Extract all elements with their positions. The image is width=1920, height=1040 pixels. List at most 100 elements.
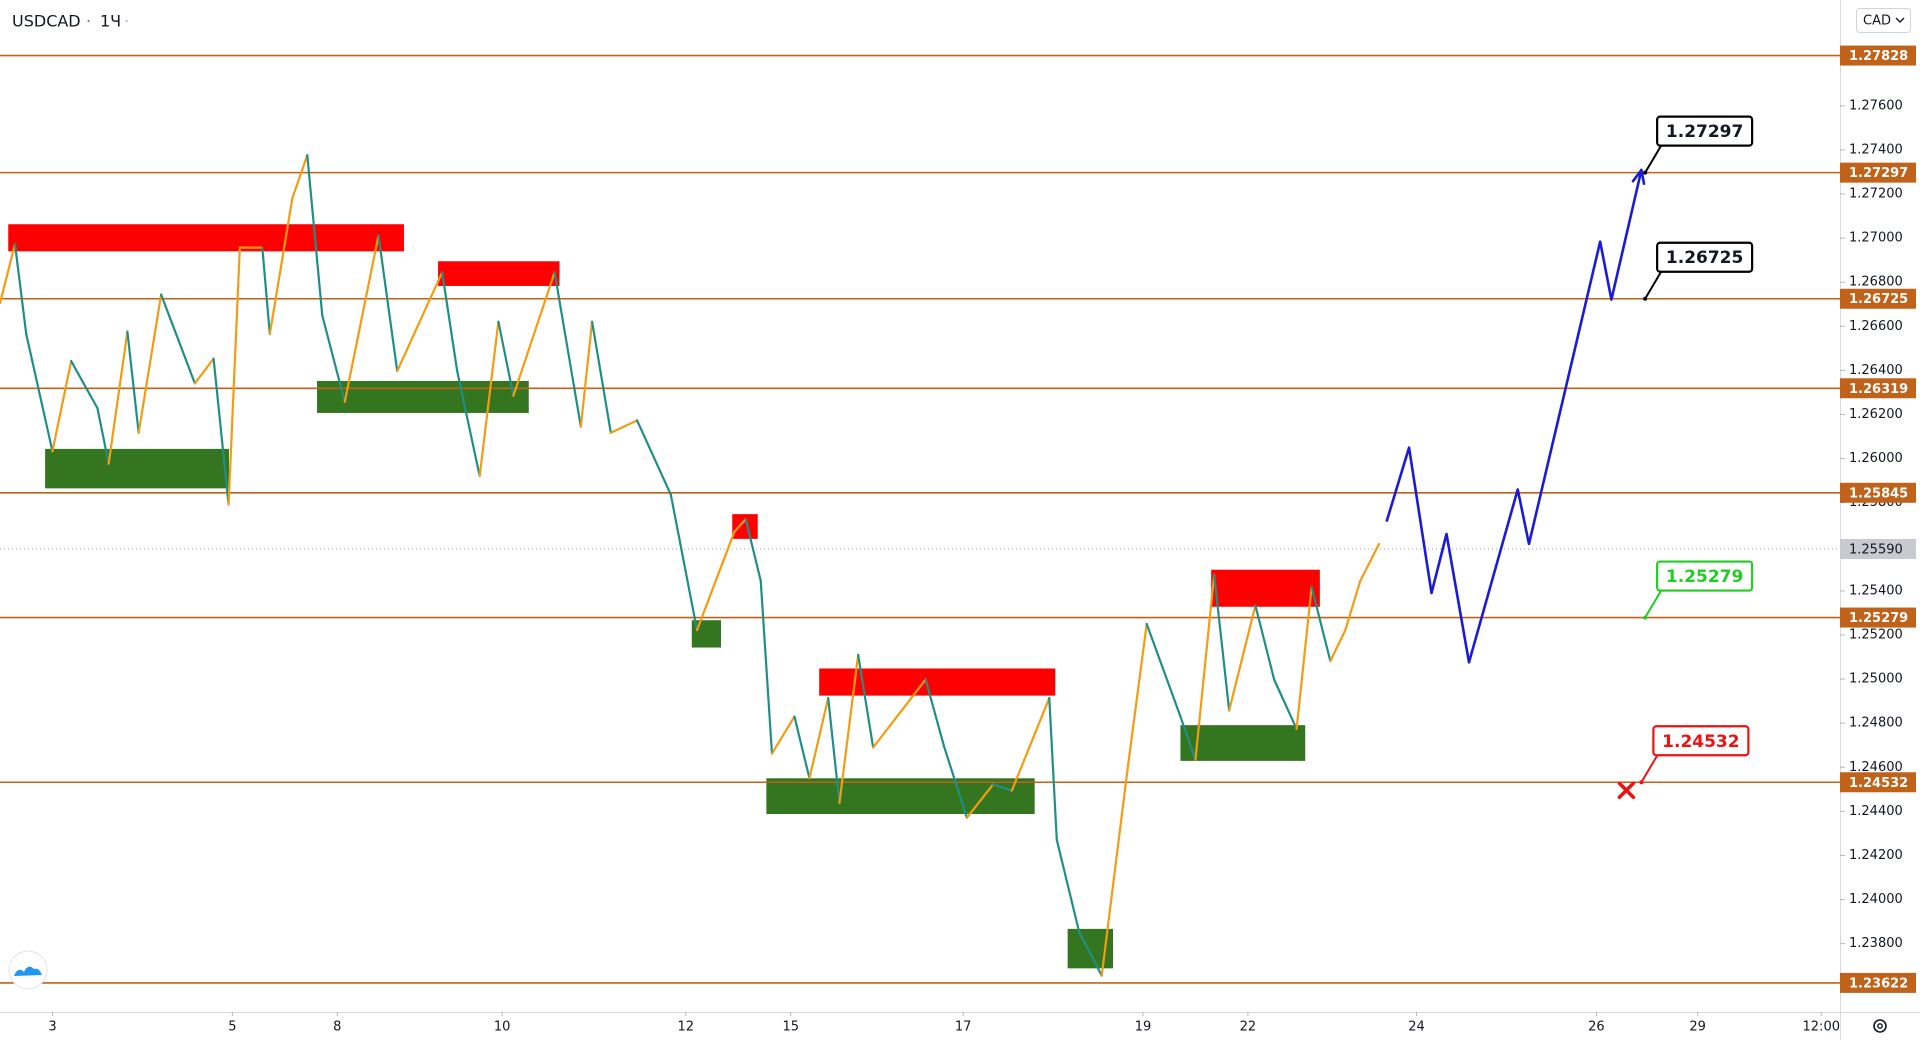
price-segment: [456, 369, 481, 478]
price-segment: [13, 242, 28, 336]
price-segment: [497, 320, 515, 397]
price-segment: [160, 293, 196, 385]
price-segment: [51, 360, 73, 453]
x-tick-label: 5: [228, 1020, 236, 1035]
level-label-bg: [1840, 972, 1916, 993]
level-label-bg: [1840, 45, 1916, 66]
dropdown-chevron: [1895, 17, 1905, 23]
price-segment: [579, 320, 594, 428]
price-segment: [1213, 573, 1231, 712]
price-segment: [107, 330, 129, 465]
price-segment: [137, 293, 163, 434]
price-segment: [343, 234, 380, 404]
callout-box: [1656, 115, 1754, 147]
price-segment: [1055, 838, 1081, 934]
currency-label: CAD: [1863, 14, 1891, 29]
forecast-arrowhead: [1631, 168, 1643, 183]
price-segment: [321, 314, 346, 404]
y-tick-label: 1.25200: [1849, 627, 1903, 642]
zone: [45, 448, 229, 489]
y-tick-label: 1.24600: [1849, 760, 1903, 775]
last-price-label-bg: [1840, 538, 1916, 559]
level-label-bg: [1840, 607, 1916, 628]
y-tick-label: 1.23800: [1849, 936, 1903, 951]
price-segment: [1194, 573, 1216, 761]
zone: [819, 668, 1056, 696]
price-segment: [872, 678, 927, 749]
level-label-bg: [1840, 482, 1916, 503]
level-label: 1.26319: [1849, 382, 1908, 397]
interval: 1Ч: [100, 12, 121, 31]
separator: ·: [124, 12, 129, 31]
y-tick-label: 1.26000: [1849, 451, 1903, 466]
price-segment: [291, 154, 309, 200]
price-segment: [770, 715, 796, 755]
x-tick-label: 10: [494, 1020, 511, 1035]
price-segment: [857, 653, 875, 749]
y-tick-label: 1.26600: [1849, 319, 1903, 334]
price-segment: [227, 246, 241, 506]
level-label-bg: [1840, 288, 1916, 309]
callout-label: 1.25279: [1666, 567, 1743, 587]
price-segment: [635, 419, 672, 496]
price-segment: [1126, 622, 1148, 768]
price-segment: [377, 234, 399, 373]
zone: [1211, 569, 1320, 607]
price-segment: [512, 271, 556, 397]
level-label: 1.27828: [1849, 49, 1908, 64]
level-label: 1.24532: [1849, 776, 1908, 791]
price-segment: [212, 357, 230, 506]
y-tick-label: 1.25400: [1849, 583, 1903, 598]
zone: [732, 514, 758, 539]
level-label-bg: [1840, 772, 1916, 793]
y-tick-label: 1.24200: [1849, 848, 1903, 863]
callout-label: 1.27297: [1666, 122, 1743, 142]
price-segment: [965, 783, 995, 819]
y-tick-label: 1.27400: [1849, 142, 1903, 157]
callout-pointer: [1644, 271, 1662, 300]
price-segment: [553, 271, 582, 428]
callout-box: [1656, 560, 1754, 592]
price-segment: [1228, 604, 1257, 712]
x-tick-label: 12:00: [1803, 1020, 1840, 1035]
price-segment: [1329, 629, 1347, 663]
price-segment: [991, 783, 1013, 792]
level-label: 1.23622: [1849, 976, 1908, 991]
price-segment: [396, 271, 444, 373]
price-segment: [838, 653, 860, 805]
price-segment: [261, 246, 271, 336]
price-segment: [1048, 696, 1058, 841]
x-tick-label: 15: [782, 1020, 799, 1035]
price-segment: [924, 678, 946, 749]
currency-button[interactable]: [1856, 8, 1911, 33]
callout-pointer: [1644, 590, 1662, 619]
zone: [317, 380, 529, 413]
price-segment: [25, 332, 54, 453]
separator: ·: [86, 12, 91, 31]
x-tick-label: 22: [1240, 1020, 1257, 1035]
price-segment: [609, 419, 639, 434]
price-segment: [126, 330, 140, 434]
price-segment: [268, 197, 294, 336]
logo: [8, 950, 48, 990]
price-segment: [827, 696, 841, 805]
callout-label: 1.24532: [1662, 732, 1739, 752]
callout-anchor: [1643, 615, 1648, 620]
price-segment: [70, 360, 99, 410]
price-segment: [1179, 715, 1197, 761]
settings-icon[interactable]: [1873, 1019, 1887, 1033]
y-tick-label: 1.27200: [1849, 187, 1903, 202]
callout-pointer: [1640, 754, 1659, 783]
x-tick-label: 19: [1135, 1020, 1152, 1035]
callout-anchor: [1643, 170, 1648, 175]
price-segment: [1310, 585, 1332, 663]
callout-pointer: [1644, 145, 1662, 174]
callout-box: [1652, 725, 1750, 757]
level-label: 1.27297: [1849, 166, 1908, 181]
price-segment: [1010, 696, 1051, 792]
price-segment: [478, 320, 500, 478]
y-tick-label: 1.27000: [1849, 231, 1903, 246]
price-segment: [0, 242, 17, 305]
